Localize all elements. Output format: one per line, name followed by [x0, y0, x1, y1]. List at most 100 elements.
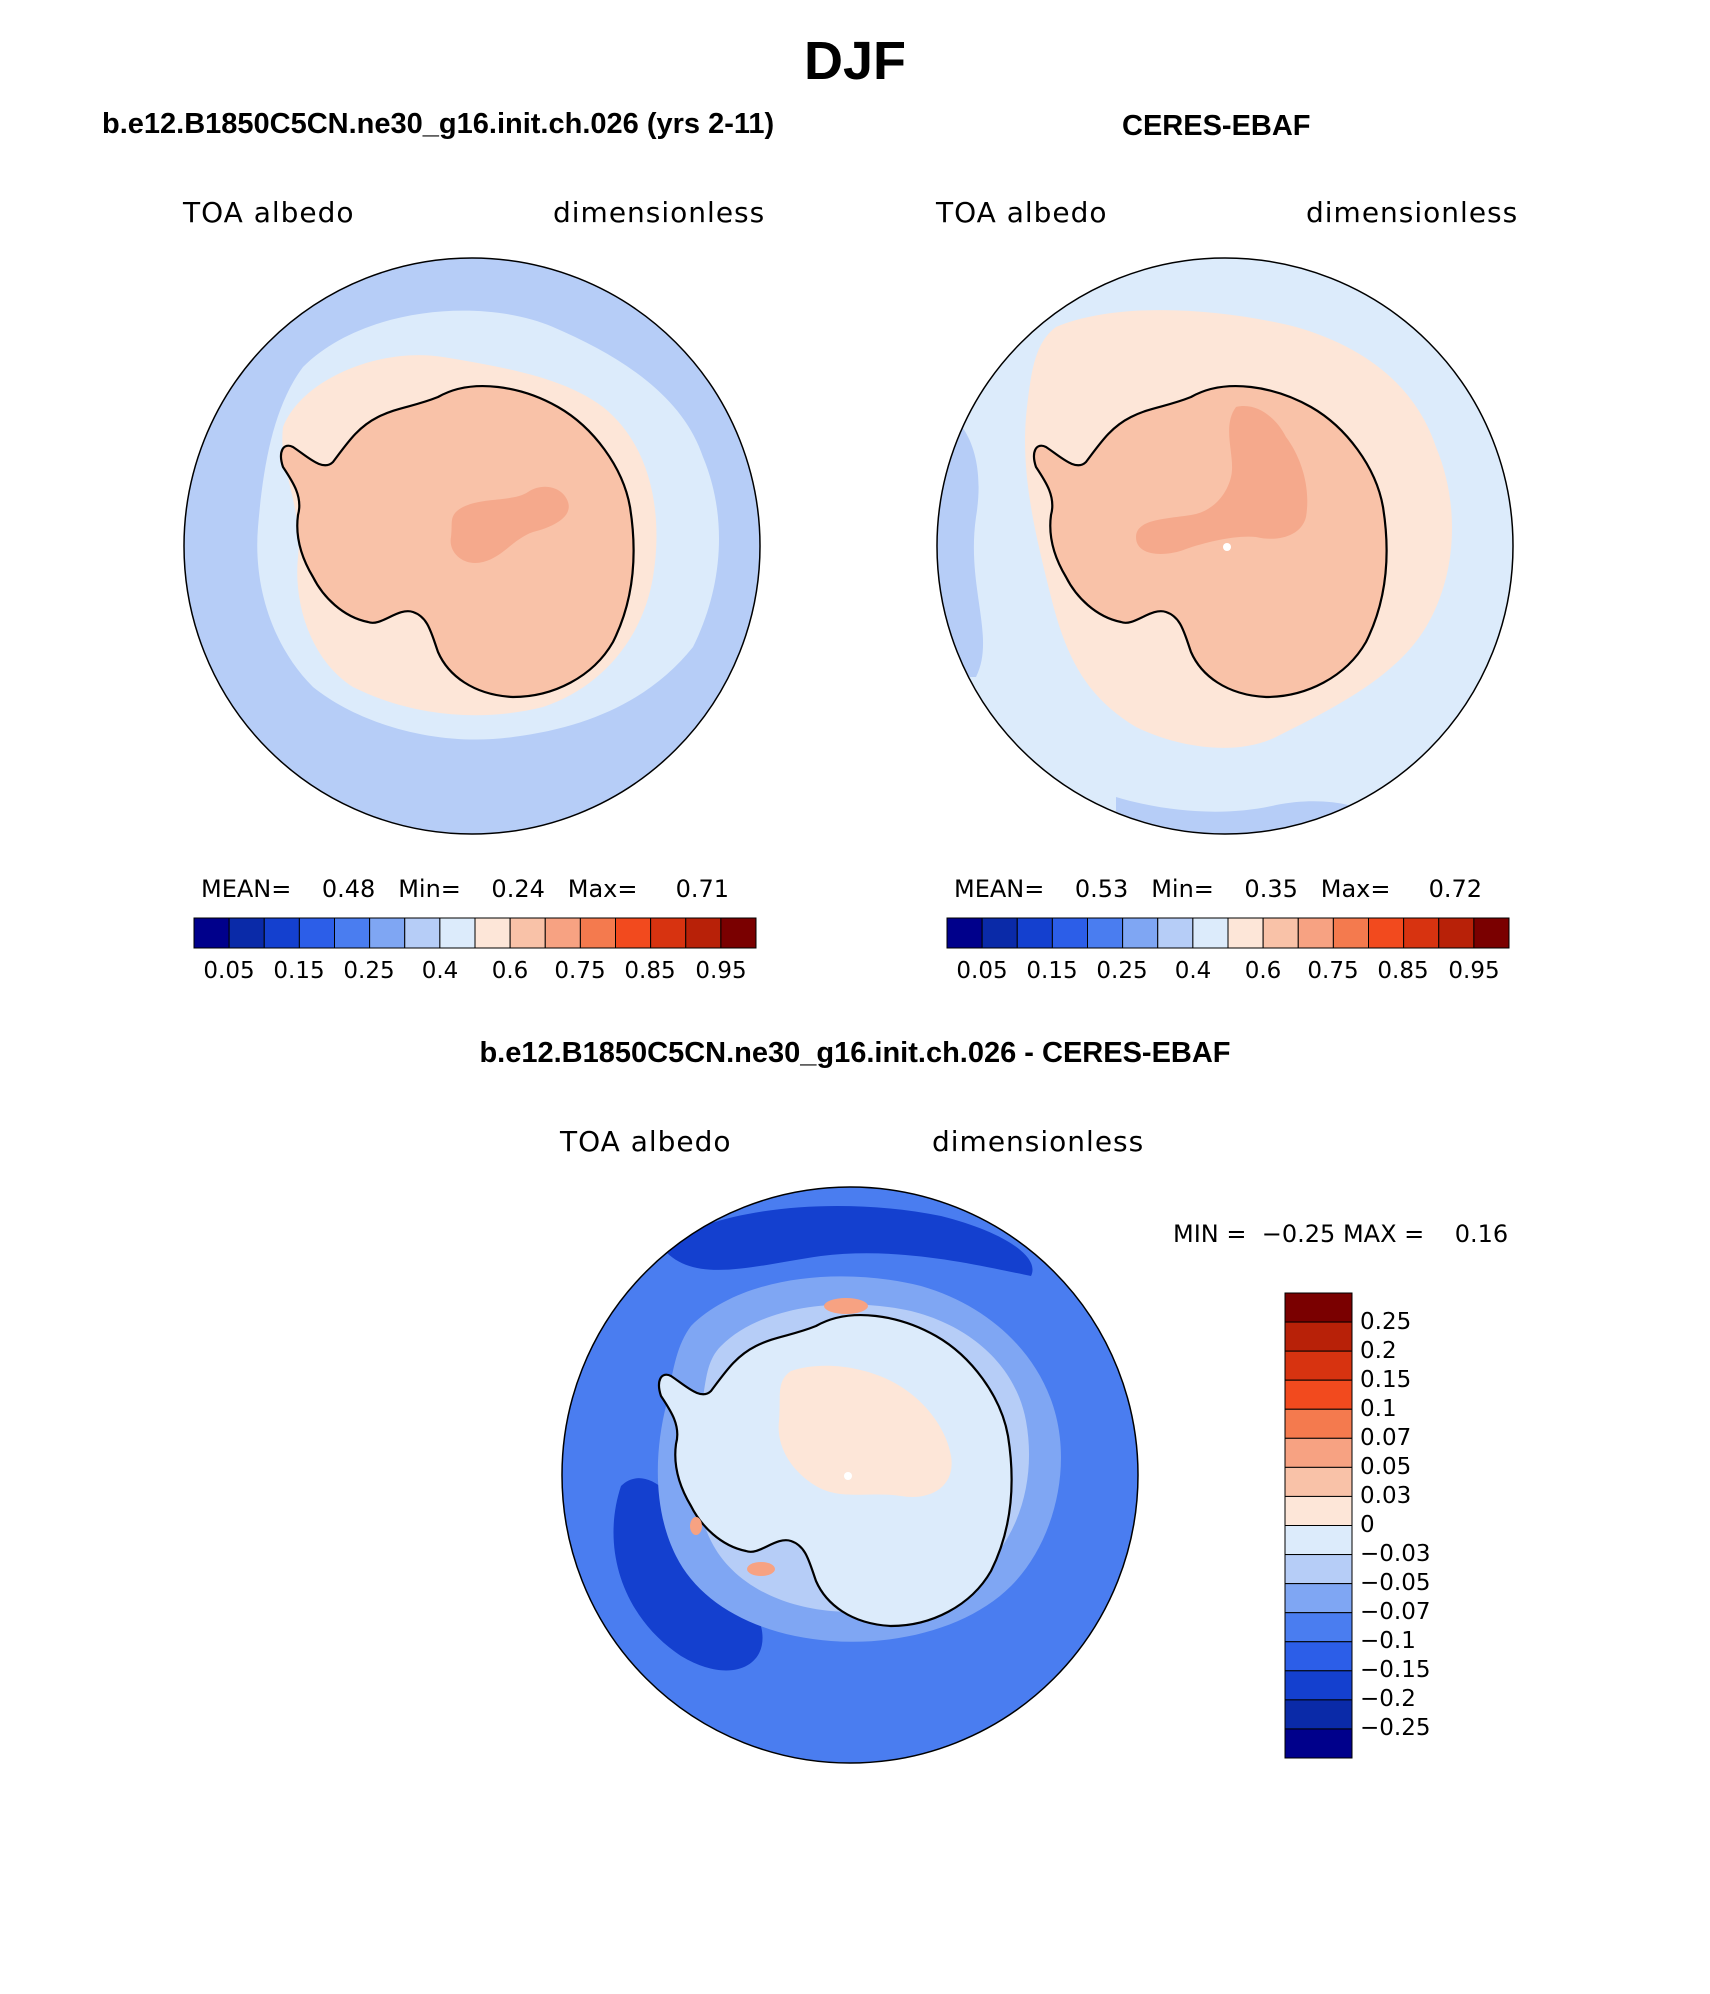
panel1-min-value: 0.24 [491, 875, 545, 903]
colorbar-swatch-9 [509, 917, 546, 949]
panel1-colorbar-ticks: 0.05 0.15 0.25 0.4 0.6 0.75 0.85 0.95 [194, 958, 756, 986]
panel2-mean-value: 0.53 [1074, 875, 1129, 903]
panel2-colorbar [946, 917, 1510, 949]
panel2-colorbar-ticks: 0.05 0.15 0.25 0.4 0.6 0.75 0.85 0.95 [947, 958, 1509, 986]
diff-tick-13: −0.2 [1360, 1686, 1416, 1712]
colorbar-swatch-2 [263, 917, 300, 949]
panel2-pole-dot [1223, 543, 1231, 551]
diff-hot-spot-north [824, 1298, 868, 1314]
diff-hot-spot-south [747, 1562, 775, 1576]
panel1-tick-5: 0.75 [554, 958, 606, 984]
panel1-stats: MEAN= 0.48 Min= 0.24 Max= 0.71 [201, 875, 729, 903]
colorbar-swatch-7 [439, 917, 476, 949]
diff-colorbar-swatch-9 [1284, 1554, 1353, 1585]
panel1-max-value: 0.71 [675, 875, 730, 903]
diff-map [561, 1186, 1139, 1764]
colorbar-swatch-5 [1122, 917, 1159, 949]
diff-colorbar-swatch-2 [1284, 1350, 1353, 1381]
diff-colorbar-swatch-3 [1284, 1379, 1353, 1410]
diff-max-label: MAX = [1342, 1220, 1425, 1248]
panel1-tick-6: 0.85 [624, 958, 676, 984]
colorbar-swatch-11 [1332, 917, 1369, 949]
diff-var-label: TOA albedo [560, 1125, 732, 1158]
diff-warm-interior [778, 1365, 952, 1497]
colorbar-swatch-8 [1227, 917, 1264, 949]
diff-tick-5: 0.05 [1360, 1454, 1412, 1480]
panel1-max-label: Max= [567, 875, 638, 903]
panel1-tick-3: 0.4 [421, 958, 459, 984]
panel2-tick-0: 0.05 [956, 958, 1008, 984]
panel2-units-label: dimensionless [1306, 196, 1519, 229]
panel1-var-label: TOA albedo [183, 196, 355, 229]
panel1-title: b.e12.B1850C5CN.ne30_g16.init.ch.026 (yr… [102, 108, 775, 140]
panel2-min-label: Min= [1151, 875, 1214, 903]
colorbar-swatch-15 [1473, 917, 1510, 949]
diff-tick-4: 0.07 [1360, 1425, 1412, 1451]
panel2-stats: MEAN= 0.53 Min= 0.35 Max= 0.72 [954, 875, 1482, 903]
diff-colorbar-ticks: 0.25 0.2 0.15 0.1 0.07 0.05 0.03 0 −0.03… [1360, 1293, 1480, 1758]
panel2-tick-3: 0.4 [1174, 958, 1212, 984]
diff-colorbar-swatch-0 [1284, 1292, 1353, 1323]
panel2-map [936, 257, 1514, 835]
diff-tick-8: −0.03 [1360, 1541, 1431, 1567]
panel1-colorbar [193, 917, 757, 949]
diff-max-value: 0.16 [1454, 1220, 1509, 1248]
diff-colorbar [1284, 1292, 1353, 1759]
diff-minmax: MIN = −0.25 MAX = 0.16 [1173, 1220, 1508, 1248]
diff-colorbar-swatch-8 [1284, 1525, 1353, 1556]
colorbar-swatch-2 [1016, 917, 1053, 949]
diff-tick-2: 0.15 [1360, 1367, 1412, 1393]
colorbar-swatch-11 [579, 917, 616, 949]
diff-colorbar-swatch-15 [1284, 1728, 1353, 1759]
diff-tick-1: 0.2 [1360, 1338, 1397, 1364]
panel1-mean-value: 0.48 [321, 875, 376, 903]
diff-min-label: MIN = [1173, 1220, 1247, 1248]
colorbar-swatch-12 [1368, 917, 1405, 949]
panel1-tick-7: 0.95 [695, 958, 747, 984]
colorbar-swatch-0 [193, 917, 230, 949]
panel2-mean-label: MEAN= [954, 875, 1045, 903]
colorbar-swatch-1 [228, 917, 265, 949]
panel2-title: CERES-EBAF [1122, 110, 1311, 142]
panel1-tick-0: 0.05 [203, 958, 255, 984]
panel2-ocean-band [937, 407, 983, 677]
diff-title: b.e12.B1850C5CN.ne30_g16.init.ch.026 - C… [479, 1037, 1231, 1069]
diff-min-value: −0.25 [1261, 1220, 1336, 1248]
diff-colorbar-swatch-7 [1284, 1495, 1353, 1526]
panel2-tick-4: 0.6 [1244, 958, 1282, 984]
colorbar-swatch-13 [650, 917, 687, 949]
colorbar-swatch-6 [1157, 917, 1194, 949]
diff-colorbar-swatch-5 [1284, 1437, 1353, 1468]
diff-tick-9: −0.05 [1360, 1570, 1431, 1596]
diff-colorbar-swatch-4 [1284, 1408, 1353, 1439]
panel1-tick-1: 0.15 [273, 958, 325, 984]
panel1-interior [450, 486, 569, 563]
diff-units-label: dimensionless [932, 1125, 1145, 1158]
colorbar-swatch-13 [1403, 917, 1440, 949]
colorbar-swatch-1 [981, 917, 1018, 949]
diff-colorbar-swatch-10 [1284, 1583, 1353, 1614]
colorbar-swatch-6 [404, 917, 441, 949]
colorbar-swatch-3 [298, 917, 335, 949]
panel2-tick-7: 0.95 [1448, 958, 1500, 984]
panel1-min-label: Min= [398, 875, 461, 903]
colorbar-swatch-12 [615, 917, 652, 949]
diff-colorbar-swatch-1 [1284, 1321, 1353, 1352]
panel2-tick-2: 0.25 [1096, 958, 1148, 984]
panel2-interior [1136, 406, 1308, 554]
colorbar-swatch-4 [1087, 917, 1124, 949]
panel2-tick-1: 0.15 [1026, 958, 1078, 984]
diff-tick-11: −0.1 [1360, 1628, 1416, 1654]
panel1-tick-4: 0.6 [491, 958, 529, 984]
diff-tick-3: 0.1 [1360, 1396, 1397, 1422]
colorbar-swatch-7 [1192, 917, 1229, 949]
colorbar-swatch-0 [946, 917, 983, 949]
colorbar-swatch-14 [685, 917, 722, 949]
colorbar-swatch-15 [720, 917, 757, 949]
panel2-tick-6: 0.85 [1377, 958, 1429, 984]
diff-colorbar-swatch-6 [1284, 1466, 1353, 1497]
panel1-tick-2: 0.25 [343, 958, 395, 984]
diff-hot-spot-west [690, 1517, 702, 1535]
diff-deep-patch-north [661, 1206, 1033, 1276]
diff-pole-dot [844, 1472, 852, 1480]
